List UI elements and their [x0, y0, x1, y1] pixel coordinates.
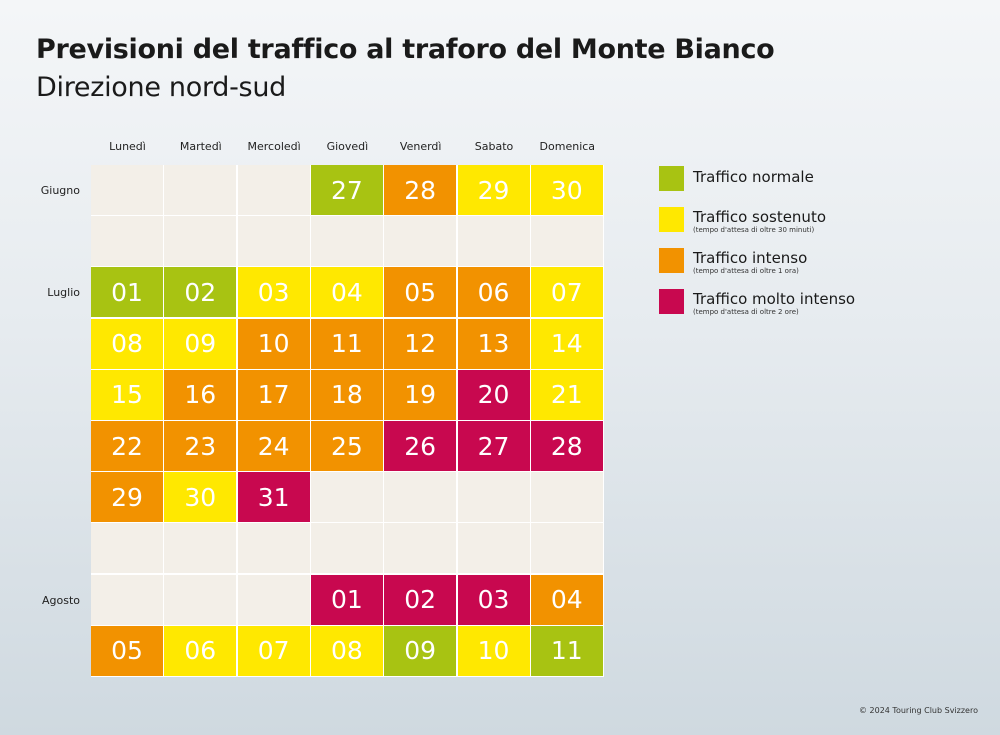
legend-note: (tempo d'attesa di oltre 30 minuti): [693, 226, 815, 234]
legend-swatch: [659, 289, 684, 314]
day-cell: 29: [91, 472, 163, 523]
day-cell: 26: [384, 421, 457, 471]
day-cell: 02: [384, 574, 457, 625]
month-label: Giugno: [40, 184, 80, 197]
day-cell: 04: [530, 574, 603, 625]
legend-label: Traffico normale: [693, 168, 814, 186]
day-cell: 25: [310, 421, 383, 471]
day-cell: 22: [91, 421, 163, 471]
empty-cell: [457, 216, 530, 267]
day-cell: 08: [91, 318, 163, 369]
day-cell: 04: [310, 267, 383, 318]
empty-cell: [310, 523, 383, 574]
legend-label: Traffico intenso: [693, 249, 808, 267]
day-cell: 20: [457, 369, 530, 420]
empty-cell: [91, 523, 163, 574]
day-cell: 11: [310, 318, 383, 369]
day-header: Lunedì: [109, 140, 146, 153]
empty-cell: [530, 216, 603, 267]
empty-cell: [457, 523, 530, 574]
day-cell: 27: [457, 421, 530, 471]
legend-swatch: [659, 248, 684, 273]
day-cell: 07: [237, 625, 310, 676]
month-label: Agosto: [41, 593, 80, 607]
day-cell: 30: [164, 472, 237, 523]
day-cell: 10: [457, 625, 530, 676]
legend-label: Traffico molto intenso: [693, 290, 856, 308]
day-cell: 06: [457, 267, 530, 318]
page-title: Previsioni del traffico al traforo del M…: [36, 34, 775, 65]
empty-cell: [310, 216, 383, 267]
day-cell: 03: [237, 267, 310, 318]
day-cell: 19: [384, 369, 457, 420]
day-cell: 13: [457, 318, 530, 369]
empty-cell: [530, 472, 603, 523]
day-cell: 14: [530, 318, 603, 369]
empty-cell: [384, 472, 457, 523]
day-header: Mercoledì: [247, 140, 301, 153]
copyright-credit: © 2024 Touring Club Svizzero: [858, 706, 978, 715]
empty-cell: [237, 574, 310, 625]
day-cell: 07: [530, 267, 603, 318]
empty-cell: [237, 165, 310, 215]
day-cell: 10: [237, 318, 310, 369]
month-label: Luglio: [47, 286, 80, 300]
day-cell: 16: [164, 369, 237, 420]
day-cell: 12: [384, 318, 457, 369]
legend-note: (tempo d'attesa di oltre 2 ore): [693, 308, 799, 316]
page-subtitle: Direzione nord-sud: [36, 72, 286, 103]
empty-cell: [164, 523, 237, 574]
day-header: Giovedì: [326, 140, 369, 153]
day-header: Venerdì: [399, 140, 442, 153]
day-cell: 30: [530, 165, 603, 215]
legend-note: (tempo d'attesa di oltre 1 ora): [693, 267, 799, 275]
day-cell: 28: [384, 165, 457, 215]
day-cell: 27: [310, 165, 383, 215]
empty-cell: [384, 216, 457, 267]
empty-cell: [310, 472, 383, 523]
empty-cell: [457, 472, 530, 523]
day-cell: 24: [237, 421, 310, 471]
empty-cell: [384, 523, 457, 574]
traffic-calendar-grid: 27 28 29 30 01 02 03 04 05 06 07 08 09 10 11 12 13 14 15 16…: [91, 165, 604, 677]
day-cell: 15: [91, 369, 163, 420]
day-header: Martedì: [179, 140, 222, 153]
day-cell: 11: [530, 625, 603, 676]
day-cell: 03: [457, 574, 530, 625]
day-cell: 05: [384, 267, 457, 318]
day-cell: 29: [457, 165, 530, 215]
day-cell: 09: [384, 625, 457, 676]
empty-cell: [91, 574, 163, 625]
day-cell: 23: [164, 421, 237, 471]
day-cell: 05: [91, 625, 163, 676]
empty-cell: [164, 216, 237, 267]
empty-cell: [530, 523, 603, 574]
day-cell: 31: [237, 472, 310, 523]
empty-cell: [237, 523, 310, 574]
empty-cell: [237, 216, 310, 267]
day-cell: 09: [164, 318, 237, 369]
legend-swatch: [659, 207, 684, 232]
empty-cell: [91, 216, 163, 267]
day-header: Sabato: [474, 140, 514, 153]
day-cell: 01: [310, 574, 383, 625]
empty-cell: [91, 165, 163, 215]
day-cell: 28: [530, 421, 603, 471]
day-header: Domenica: [539, 140, 596, 153]
legend-label: Traffico sostenuto: [693, 208, 827, 226]
day-cell: 06: [164, 625, 237, 676]
day-cell: 08: [310, 625, 383, 676]
day-cell: 21: [530, 369, 603, 420]
day-cell: 02: [164, 267, 237, 318]
empty-cell: [164, 574, 237, 625]
day-cell: 01: [91, 267, 163, 318]
day-cell: 17: [237, 369, 310, 420]
legend-swatch: [659, 166, 684, 191]
empty-cell: [164, 165, 237, 215]
day-cell: 18: [310, 369, 383, 420]
